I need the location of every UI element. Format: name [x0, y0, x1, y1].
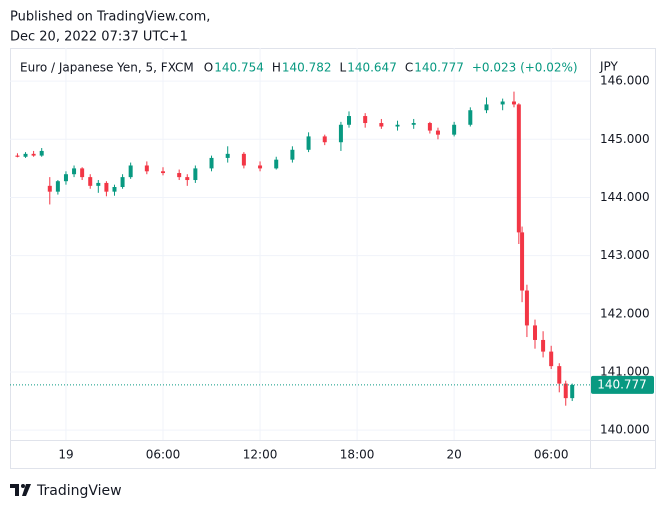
candle-body: [306, 136, 311, 150]
candle-body: [193, 168, 198, 181]
candle-body: [39, 150, 44, 156]
timestamp: Dec 20, 2022 07:37 UTC+1: [10, 30, 188, 45]
ohlc-value: 140.777: [414, 61, 464, 75]
chart-frame: [10, 48, 656, 469]
candle-body: [177, 173, 182, 178]
candle-body: [549, 351, 554, 367]
ohlc-label: C: [405, 61, 413, 75]
candle-body: [427, 123, 432, 131]
candle-body: [338, 124, 343, 143]
price-change: +0.023 (+0.02%): [472, 61, 578, 75]
candle-body: [511, 101, 516, 105]
candle-body: [411, 123, 416, 125]
ohlc-value: 140.782: [282, 61, 332, 75]
candle-body: [128, 165, 133, 178]
ohlc-label: O: [204, 61, 213, 75]
brand-name: TradingView: [36, 483, 122, 499]
candle-body: [55, 181, 60, 192]
candle-body: [290, 149, 295, 160]
y-tick-label: 143.000: [600, 248, 650, 262]
candle-body: [557, 366, 562, 384]
candle-body: [225, 153, 230, 158]
candle-body: [144, 165, 149, 172]
ohlc-label: L: [340, 61, 347, 75]
x-tick-label: 18:00: [340, 448, 375, 462]
candle-body: [563, 383, 568, 399]
ohlc-label: H: [272, 61, 281, 75]
y-tick-label: 145.000: [600, 132, 650, 146]
plot: 140.000 141.000 142.000 143.000 144.000 145.0…: [10, 48, 654, 462]
candle-body: [516, 104, 521, 233]
candle-body: [363, 116, 368, 124]
x-tick-label: 20: [446, 448, 461, 462]
candle-body: [379, 123, 384, 127]
candle-body: [347, 116, 352, 125]
published-note: Published on TradingView.com,: [10, 10, 210, 25]
ohlc-value: 140.647: [347, 61, 397, 75]
y-tick-label: 146.000: [600, 74, 650, 88]
y-tick-label: 144.000: [600, 190, 650, 204]
y-tick-label: 140.000: [600, 423, 650, 437]
candle-body: [63, 174, 68, 182]
x-tick-label: 06:00: [146, 448, 181, 462]
last-price-box: [591, 375, 654, 394]
last-price-label: 140.777: [597, 377, 647, 391]
candle-body: [88, 177, 93, 186]
candle-body: [241, 153, 246, 166]
candle-body: [161, 171, 166, 174]
candle-body: [15, 155, 20, 157]
candle-body: [120, 177, 125, 188]
x-tick-label: 19: [58, 448, 73, 462]
candle-body: [322, 136, 327, 143]
y-axis-unit: JPY: [599, 60, 619, 74]
candle-body: [520, 232, 525, 291]
chart-title: Euro / Japanese Yen, 5, FXCM: [20, 61, 194, 75]
candle-body: [435, 130, 440, 135]
candle-body: [23, 153, 28, 157]
candle-body: [274, 159, 279, 169]
candle-body: [541, 339, 546, 352]
brand-logo: [10, 484, 31, 496]
candle-body: [31, 153, 36, 156]
candle-body: [484, 104, 489, 111]
candle-body: [533, 325, 538, 340]
y-tick-label: 141.000: [600, 364, 650, 378]
candle-body: [524, 290, 529, 326]
candle-body: [452, 124, 457, 135]
candle-body: [80, 168, 85, 178]
candle-body: [96, 182, 101, 186]
candle-body: [570, 384, 575, 399]
candle-body: [112, 187, 117, 192]
candle-body: [104, 182, 109, 192]
ohlc-value: 140.754: [214, 61, 264, 75]
candle-body: [72, 168, 77, 175]
candle-body: [47, 185, 52, 192]
candle-body: [395, 124, 400, 127]
x-tick-label: 06:00: [534, 448, 569, 462]
candle-body: [209, 157, 214, 169]
x-tick-label: 12:00: [243, 448, 278, 462]
y-tick-label: 142.000: [600, 306, 650, 320]
candle-body: [185, 177, 190, 181]
legend: Euro / Japanese Yen, 5, FXCM O 140.754 H 140…: [20, 61, 578, 75]
candle-body: [468, 110, 473, 125]
candle-body: [500, 101, 505, 105]
candle-body: [258, 165, 263, 169]
